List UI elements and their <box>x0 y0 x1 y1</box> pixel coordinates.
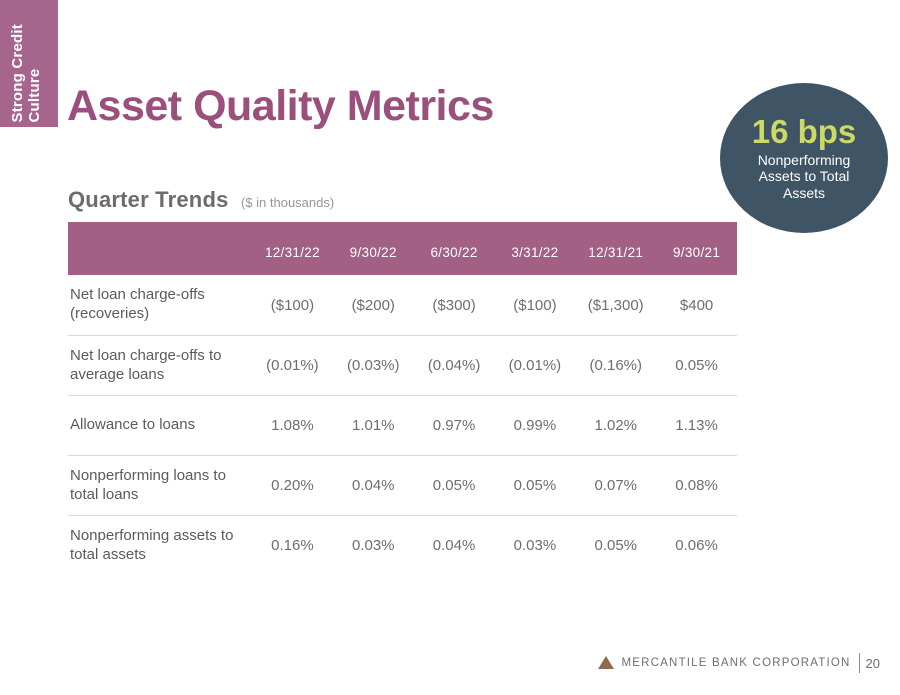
table-cell: (0.03%) <box>346 357 400 374</box>
table-cell: 1.02% <box>594 417 638 434</box>
table-cell: $400 <box>679 296 714 314</box>
footer-divider <box>858 653 860 673</box>
company-logo-triangle-icon <box>597 655 614 669</box>
table-cell: 0.03% <box>351 537 395 554</box>
table-cell: ($200) <box>351 296 395 314</box>
page-title: Asset Quality Metrics <box>67 82 494 130</box>
table-cell: 1.01% <box>351 417 395 434</box>
table-row: Nonperforming loans to total loans 0.20%… <box>68 455 737 515</box>
table-cell: (0.01%) <box>266 357 319 374</box>
table-cell: 0.08% <box>675 477 718 494</box>
column-header-4: 3/31/22 <box>511 245 559 260</box>
table-cell: (0.04%) <box>427 357 481 374</box>
table-cell: 0.16% <box>271 537 314 554</box>
ribbon-text: Strong Credit Culture <box>9 0 49 127</box>
page-number: 20 <box>865 655 880 671</box>
table-cell: 0.04% <box>351 477 395 494</box>
table-cell: ($300) <box>432 296 476 314</box>
table-cell: 0.05% <box>594 537 638 554</box>
kpi-badge-circle: 16 bps Nonperforming Assets to Total Ass… <box>720 83 888 233</box>
kpi-label: Nonperforming Assets to Total Assets <box>757 151 851 201</box>
ribbon-line-2: Culture <box>26 68 44 122</box>
table-cell: 0.20% <box>271 477 314 494</box>
table-cell: 0.05% <box>513 477 557 494</box>
header-spacer <box>68 245 252 253</box>
table-cell: ($100) <box>270 296 315 314</box>
row-label: Nonperforming loans to total loans <box>70 466 226 503</box>
table-cell: ($1,300) <box>587 296 644 314</box>
table-cell: 1.13% <box>675 417 718 434</box>
table-cell: ($100) <box>513 296 557 314</box>
company-name: MERCANTILE BANK CORPORATION <box>621 657 851 669</box>
ribbon-line-1: Strong Credit <box>9 23 26 122</box>
table-cell: (0.01%) <box>508 357 562 374</box>
table-cell: (0.16%) <box>589 357 642 374</box>
kpi-value: 16 bps <box>751 112 857 150</box>
table-row: Allowance to loans 1.08% 1.01% 0.97% 0.9… <box>68 395 737 455</box>
table-cell: 0.07% <box>594 477 638 494</box>
column-header-2: 9/30/22 <box>349 245 397 260</box>
table-cell: 0.97% <box>432 417 476 434</box>
table-header-row: 12/31/22 9/30/22 6/30/22 3/31/22 12/31/2… <box>68 222 737 275</box>
table-row: Net loan charge-offs (recoveries) ($100)… <box>68 275 737 335</box>
column-header-6: 9/30/21 <box>673 245 721 260</box>
table-cell: 1.08% <box>271 417 314 434</box>
table-cell: 0.04% <box>432 537 476 554</box>
section-title: Quarter Trends <box>68 187 229 212</box>
row-label: Nonperforming assets to total assets <box>70 526 234 563</box>
table-row: Nonperforming assets to total assets 0.1… <box>68 515 737 575</box>
column-header-5: 12/31/21 <box>588 245 644 260</box>
row-label: Net loan charge-offs (recoveries) <box>70 286 205 322</box>
table-cell: 0.05% <box>675 357 718 374</box>
ribbon-strong-credit-culture: Strong Credit Culture <box>0 0 58 127</box>
table-cell: 0.05% <box>432 477 476 494</box>
footer: MERCANTILE BANK CORPORATION 20 <box>597 653 880 673</box>
section-subtitle: ($ in thousands) <box>240 195 335 210</box>
row-label: Net loan charge-offs to average loans <box>70 346 222 383</box>
table-cell: 0.06% <box>675 537 718 554</box>
quarter-trends-table: 12/31/22 9/30/22 6/30/22 3/31/22 12/31/2… <box>68 222 737 575</box>
table-cell: 0.03% <box>513 537 557 554</box>
row-label: Allowance to loans <box>70 416 196 434</box>
column-header-3: 6/30/22 <box>430 245 478 260</box>
table-row: Net loan charge-offs to average loans (0… <box>68 335 737 395</box>
section-heading: Quarter Trends ($ in thousands) <box>68 187 334 213</box>
table-cell: 0.99% <box>513 417 557 434</box>
column-header-1: 12/31/22 <box>264 245 320 260</box>
